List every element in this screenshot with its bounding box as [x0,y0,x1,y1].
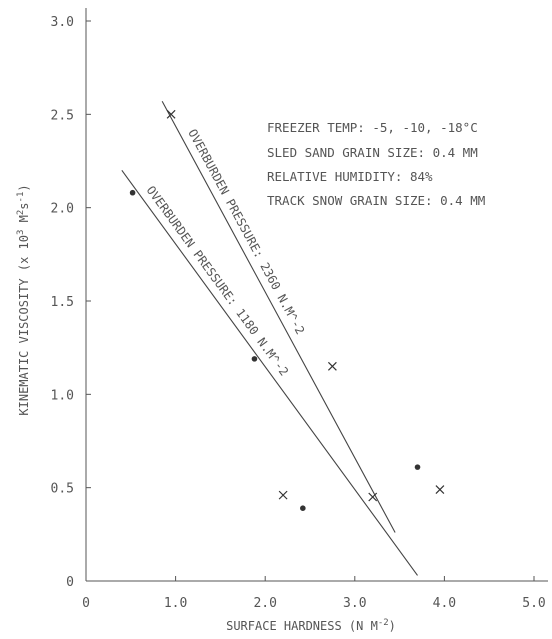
x-tick-label: 1.0 [164,596,187,611]
x-axis-label: SURFACE HARDNESS (N M-2) [226,618,396,633]
data-point-cross [368,492,378,502]
fit-line [161,101,396,533]
data-point-dot [129,189,136,196]
data-point-cross [166,109,176,119]
y-tick-label: 0 [66,575,74,590]
x-tick-label: 0 [82,596,90,611]
note-sled-grain-size: SLED SAND GRAIN SIZE: 0.4 MM [267,145,478,160]
data-point-cross [278,490,288,500]
data-point-dot [251,356,258,362]
y-tick-label: 2.0 [51,202,74,217]
note-track-grain-size: TRACK SNOW GRAIN SIZE: 0.4 MM [267,193,485,208]
x-tick-label: 5.0 [522,596,545,611]
data-point-cross [435,485,445,494]
y-tick-label: 2.5 [51,108,74,123]
x-tick-label: 2.0 [253,596,276,611]
y-tick-label: 1.5 [51,295,74,310]
data-point-cross [327,361,337,371]
note-relative-humidity: RELATIVE HUMIDITY: 84% [267,169,433,184]
data-points [129,109,445,512]
x-tick-label: 3.0 [343,596,366,611]
fit-lines [121,101,418,576]
y-axis-label: KINEMATIC VISCOSITY (x 103 M2s-1) [16,184,31,415]
data-point-dot [300,505,306,512]
data-point-dot [414,464,421,470]
y-tick-label: 1.0 [51,388,74,403]
fit-line [121,170,418,576]
y-tick-label: 0.5 [51,482,74,497]
experiment-notes: FREEZER TEMP: -5, -10, -18°C SLED SAND G… [267,120,485,208]
note-freezer-temp: FREEZER TEMP: -5, -10, -18°C [267,120,478,135]
x-tick-label: 4.0 [433,596,456,611]
ticks: 0 1.0 2.0 3.0 4.0 5.0 0 0.5 1.0 1.5 2.0 2.5 3.0 [51,15,546,611]
y-tick-label: 3.0 [51,15,74,30]
